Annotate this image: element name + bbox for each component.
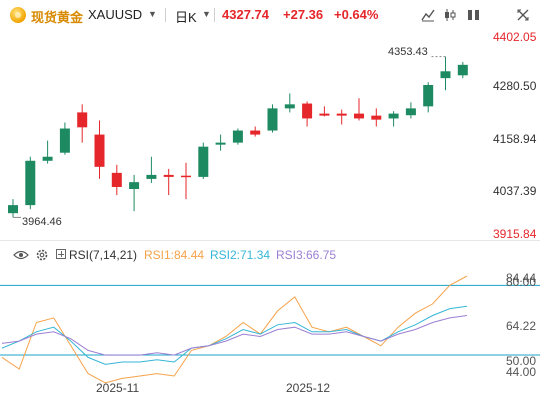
- candle-body: [371, 115, 382, 120]
- rsi-chart[interactable]: [0, 265, 540, 400]
- candle-body: [42, 156, 53, 161]
- gear-icon[interactable]: [35, 248, 49, 262]
- x-axis-label: 2025-12: [286, 381, 331, 395]
- chevron-down-icon[interactable]: ▼: [148, 9, 157, 19]
- price-change: +27.36: [283, 7, 324, 22]
- rsi-axis-label: 80.00: [506, 275, 537, 289]
- candle-body: [267, 108, 278, 131]
- max-price-label: 4353.43: [388, 46, 428, 58]
- candle-body: [198, 146, 209, 177]
- min-price-label: 3964.46: [22, 216, 62, 228]
- last-price: 4327.74: [222, 7, 269, 22]
- price-change-percent: +0.64%: [334, 7, 379, 22]
- candle-body: [94, 134, 105, 167]
- add-indicator-icon[interactable]: [56, 249, 66, 259]
- divider: [214, 8, 215, 22]
- candle-body: [302, 103, 313, 119]
- candle-body: [59, 128, 70, 153]
- rsi-legend: RSI(7,14,21) RSI1:84.44 RSI2:71.34 RSI3:…: [0, 246, 540, 264]
- price-axis-label: 4402.05: [493, 30, 537, 44]
- chevron-down-icon[interactable]: ▼: [202, 9, 211, 19]
- candle-body: [232, 130, 243, 143]
- line-chart-icon[interactable]: [418, 5, 438, 25]
- rsi-axis-label: 84.44: [506, 271, 537, 285]
- rsi-axis-label: 44.00: [506, 365, 537, 379]
- candle-body: [319, 113, 330, 116]
- drawing-icon[interactable]: [464, 5, 484, 25]
- chart-header: 现货黄金 XAUUSD ▼ 日K ▼ 4327.74 +27.36 +0.64%: [0, 0, 540, 30]
- candle-body: [181, 175, 191, 178]
- instrument-name: 现货黄金: [31, 10, 84, 25]
- rsi2-line: [1, 305, 468, 365]
- price-axis-label: 3915.84: [493, 227, 537, 241]
- candle-body: [8, 205, 18, 214]
- interval-selector[interactable]: 日K: [175, 10, 197, 25]
- x-axis-label: 2025-11: [96, 381, 140, 395]
- gold-coin-icon: [10, 7, 26, 23]
- rsi1-line: [1, 275, 468, 384]
- candle-body: [25, 160, 36, 206]
- candle-body: [77, 112, 88, 128]
- price-axis-label: 4037.39: [493, 184, 537, 198]
- candle-body: [354, 113, 364, 119]
- candle-body: [215, 142, 226, 145]
- rsi-title[interactable]: RSI(7,14,21): [69, 248, 138, 262]
- symbol-selector[interactable]: XAUUSD: [88, 7, 143, 22]
- candle-body: [388, 113, 399, 119]
- divider: [165, 8, 166, 22]
- rsi1-value: RSI1:84.44: [144, 248, 205, 262]
- rsi2-value: RSI2:71.34: [210, 248, 271, 262]
- fullscreen-icon[interactable]: [513, 5, 533, 25]
- pane-divider[interactable]: [0, 240, 540, 241]
- candlestick-icon[interactable]: [440, 5, 460, 25]
- candle-body: [250, 130, 261, 135]
- candle-body: [423, 84, 434, 107]
- candle-body: [336, 113, 347, 116]
- price-axis-label: 4280.50: [493, 79, 537, 93]
- rsi-axis-label: 64.22: [506, 319, 537, 333]
- candle-body: [405, 108, 416, 116]
- candle-body: [440, 71, 451, 79]
- price-axis-label: 4158.94: [493, 132, 537, 146]
- candle-body: [284, 104, 295, 109]
- candle-body: [163, 174, 174, 177]
- candle-body: [457, 64, 468, 76]
- eye-icon[interactable]: [13, 249, 29, 261]
- rsi-axis-label: 50.00: [506, 354, 537, 368]
- rsi3-line: [1, 315, 468, 356]
- rsi3-value: RSI3:66.75: [276, 248, 337, 262]
- candle-body: [146, 174, 157, 179]
- candle-body: [111, 172, 122, 187]
- candle-body: [129, 182, 140, 189]
- candlestick-chart[interactable]: [0, 0, 540, 240]
